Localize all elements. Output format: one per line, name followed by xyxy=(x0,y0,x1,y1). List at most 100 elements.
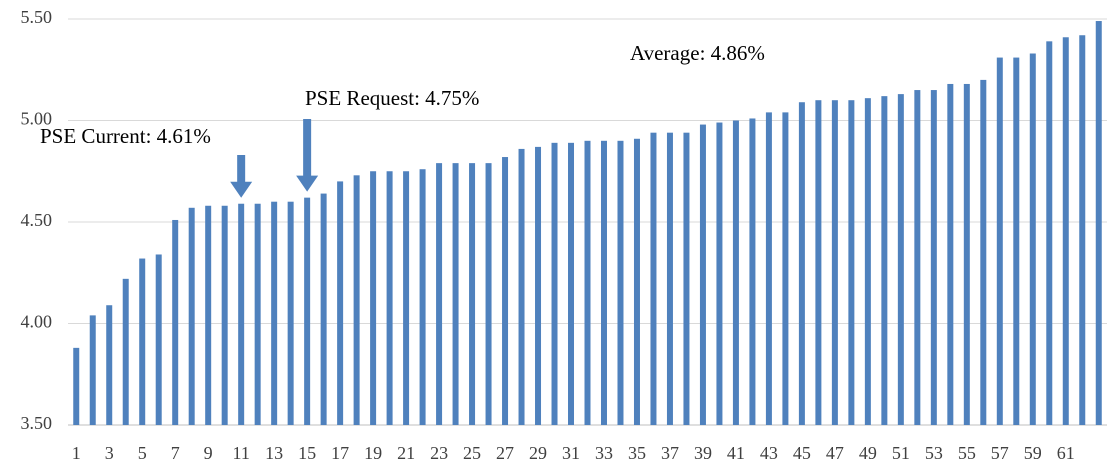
bar xyxy=(848,100,855,425)
bar xyxy=(238,203,245,425)
bar xyxy=(320,193,327,425)
bar xyxy=(617,140,624,426)
bar xyxy=(386,171,393,425)
x-tick-label: 11 xyxy=(232,443,249,463)
x-tick-label: 57 xyxy=(991,443,1009,463)
x-tick-label: 35 xyxy=(628,443,646,463)
bar xyxy=(254,203,261,425)
bar xyxy=(122,278,129,425)
x-tick-label: 41 xyxy=(727,443,745,463)
bar xyxy=(666,132,673,425)
bar xyxy=(749,118,756,425)
bar xyxy=(716,122,723,425)
bar xyxy=(304,197,311,425)
x-tick-label: 13 xyxy=(265,443,283,463)
bar xyxy=(765,112,772,425)
bar xyxy=(337,181,344,425)
bar xyxy=(980,79,987,426)
x-tick-label: 61 xyxy=(1057,443,1075,463)
bar xyxy=(732,120,739,425)
x-tick-label: 1 xyxy=(72,443,81,463)
annotation: Average: 4.86% xyxy=(630,41,765,65)
bar xyxy=(633,138,640,425)
x-tick-label: 43 xyxy=(760,443,778,463)
bar xyxy=(881,96,888,425)
bar xyxy=(815,100,822,425)
x-tick-label: 19 xyxy=(364,443,382,463)
bar xyxy=(452,163,459,425)
bar xyxy=(419,169,426,425)
y-tick-label: 5.50 xyxy=(21,7,53,27)
bar xyxy=(271,201,278,425)
y-tick-label: 5.00 xyxy=(21,109,53,129)
bar xyxy=(699,124,706,425)
bar xyxy=(831,100,838,425)
annotation: PSE Current: 4.61% xyxy=(40,124,211,148)
x-tick-label: 29 xyxy=(529,443,547,463)
bar xyxy=(155,254,162,425)
x-tick-label: 3 xyxy=(105,443,114,463)
x-tick-label: 39 xyxy=(694,443,712,463)
x-tick-label: 33 xyxy=(595,443,613,463)
x-tick-label: 15 xyxy=(298,443,316,463)
x-tick-label: 25 xyxy=(463,443,481,463)
bar xyxy=(535,146,542,425)
bar xyxy=(683,132,690,425)
x-tick-label: 5 xyxy=(138,443,147,463)
x-tick-label: 49 xyxy=(859,443,877,463)
bar xyxy=(139,258,146,425)
x-tick-label: 17 xyxy=(331,443,349,463)
bar xyxy=(370,171,377,425)
bar xyxy=(996,57,1003,425)
annotation: PSE Request: 4.75% xyxy=(305,86,479,110)
bar xyxy=(897,94,904,426)
bar xyxy=(1095,21,1102,426)
bar xyxy=(436,163,443,425)
x-tick-label: 55 xyxy=(958,443,976,463)
bar xyxy=(914,90,921,426)
y-tick-label: 4.00 xyxy=(21,312,53,332)
annotation-arrow xyxy=(230,155,253,198)
bar xyxy=(205,205,212,425)
bar xyxy=(353,175,360,425)
x-tick-label: 27 xyxy=(496,443,514,463)
bar xyxy=(403,171,410,425)
x-tick-label: 9 xyxy=(204,443,213,463)
bar xyxy=(584,140,591,426)
bar xyxy=(963,83,970,426)
y-tick-label: 4.50 xyxy=(21,210,53,230)
bar xyxy=(287,201,294,425)
x-tick-label: 53 xyxy=(925,443,943,463)
bar xyxy=(600,140,607,426)
x-tick-label: 47 xyxy=(826,443,844,463)
bar xyxy=(1062,37,1069,426)
bar xyxy=(1029,53,1036,425)
x-tick-label: 23 xyxy=(430,443,448,463)
bar xyxy=(1079,35,1086,426)
bar xyxy=(221,205,228,425)
bar xyxy=(518,148,525,426)
x-tick-label: 51 xyxy=(892,443,910,463)
x-tick-label: 59 xyxy=(1024,443,1042,463)
bar xyxy=(568,142,575,425)
bar xyxy=(650,132,657,425)
annotation-arrow xyxy=(296,119,319,192)
bar xyxy=(188,207,195,425)
bar xyxy=(73,347,80,425)
bar xyxy=(551,142,558,425)
x-tick-label: 45 xyxy=(793,443,811,463)
x-tick-label: 21 xyxy=(397,443,415,463)
bar xyxy=(798,102,805,425)
bar xyxy=(864,98,871,426)
bar xyxy=(1046,41,1053,425)
bar xyxy=(1013,57,1020,425)
bar xyxy=(947,83,954,426)
x-tick-label: 7 xyxy=(171,443,180,463)
bar xyxy=(106,305,113,425)
bar xyxy=(485,163,492,425)
bar xyxy=(469,163,476,425)
bar xyxy=(930,90,937,426)
x-tick-label: 37 xyxy=(661,443,679,463)
bar xyxy=(89,315,96,425)
